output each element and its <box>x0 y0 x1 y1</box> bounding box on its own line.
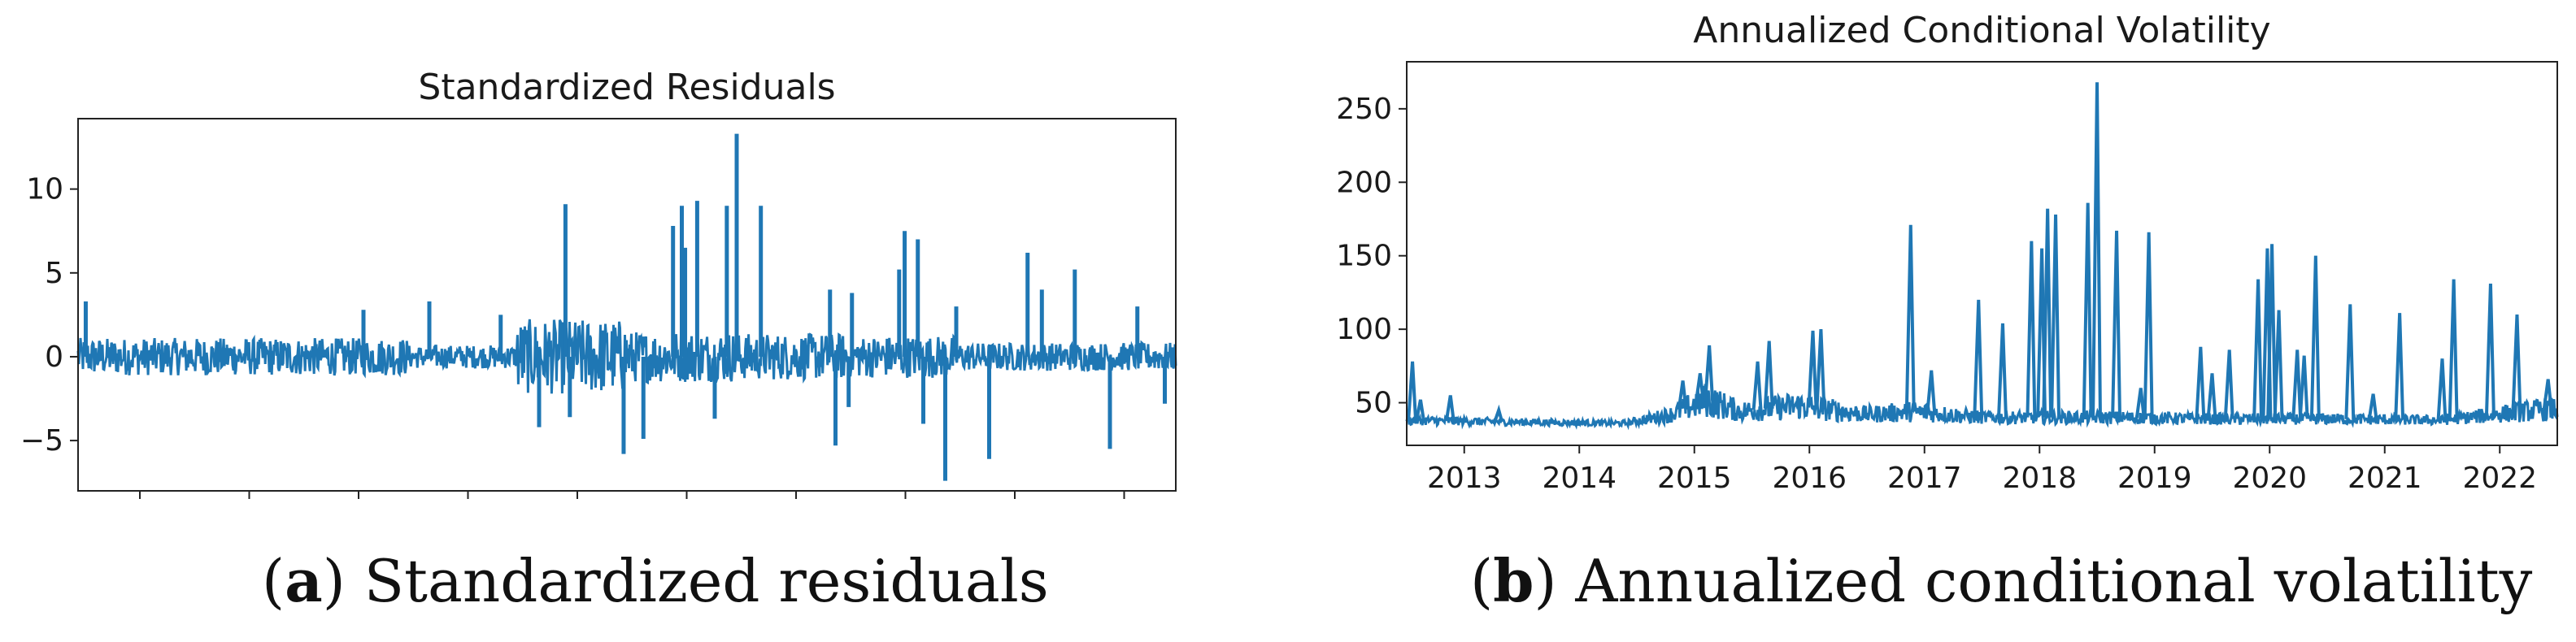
volatility-spike-36 <box>2394 313 2405 420</box>
chart-panel-b: Annualized Conditional Volatility 50 100 15… <box>1301 0 2576 642</box>
volatility-spike-33 <box>2309 255 2321 419</box>
x-tick-label: 2021 <box>2348 462 2422 495</box>
volatility-spike-0 <box>1407 361 1418 421</box>
volatility-spike-22 <box>2134 388 2146 419</box>
volatility-spike-23 <box>2143 232 2154 419</box>
caption-a: (a) Standardized residuals <box>262 546 1049 615</box>
caption-a-text: Standardized residuals <box>363 547 1049 615</box>
volatility-spike-9 <box>1807 330 1818 408</box>
y-tick-label: 10 <box>26 173 63 206</box>
volatility-spike-1 <box>1415 399 1425 421</box>
caption-a-letter: a <box>285 546 323 615</box>
chart-title: Standardized Residuals <box>418 67 835 108</box>
caption-b: (b) Annualized conditional volatility <box>1470 546 2533 615</box>
x-tick-label: 2022 <box>2462 462 2537 495</box>
volatility-spike-32 <box>2298 355 2309 419</box>
y-tick-label: −5 <box>20 424 63 458</box>
volatility-spike-31 <box>2291 349 2303 419</box>
volatility-spike-29 <box>2266 244 2278 419</box>
volatility-spike-19 <box>2082 202 2093 418</box>
x-tick-label: 2020 <box>2232 462 2307 495</box>
volatility-spike-11 <box>1904 224 1916 412</box>
x-tick-label: 2019 <box>2117 462 2192 495</box>
volatility-spike-12 <box>1925 370 1937 414</box>
volatility-spike-3 <box>1493 404 1504 423</box>
x-tick-label: 2017 <box>1887 462 1962 495</box>
chart-panel-a: Standardized Residuals −5 0 5 10 (a) Standar… <box>0 0 1220 642</box>
volatility-spike-27 <box>2252 279 2264 419</box>
volatility-spike-38 <box>2448 279 2459 419</box>
volatility-spike-10 <box>1815 329 1826 409</box>
x-tick-label: 2013 <box>1427 462 1502 495</box>
volatility-line <box>1405 384 2559 431</box>
volatility-spike-21 <box>2111 230 2122 418</box>
caption-b-letter: b <box>1493 546 1534 615</box>
volatility-spike-18 <box>2050 215 2061 418</box>
y-tick-label: 100 <box>1336 313 1392 346</box>
volatility-spike-24 <box>2195 346 2206 419</box>
x-tick-label: 2016 <box>1772 462 1847 495</box>
volatility-spike-2 <box>1444 395 1456 422</box>
plot-frame <box>1406 61 2558 446</box>
x-tick-label: 2015 <box>1657 462 1732 495</box>
volatility-spike-7 <box>1751 361 1763 410</box>
volatility-spike-17 <box>2042 208 2053 418</box>
volatility-spike-26 <box>2223 349 2234 419</box>
y-tick-label: 200 <box>1336 166 1392 199</box>
volatility-spike-40 <box>2511 314 2522 413</box>
volatility-spike-13 <box>1973 299 1984 418</box>
caption-b-text: Annualized conditional volatility <box>1575 547 2533 615</box>
volatility-spike-35 <box>2367 393 2378 420</box>
chart-title: Annualized Conditional Volatility <box>1693 10 2270 51</box>
y-tick-label: 250 <box>1336 93 1392 126</box>
y-tick-label: 150 <box>1336 240 1392 273</box>
residuals-chart: Standardized Residuals −5 0 5 10 <box>20 67 1177 499</box>
y-tick-label: 5 <box>45 257 63 290</box>
volatility-spike-30 <box>2273 310 2284 419</box>
volatility-spike-41 <box>2542 379 2553 410</box>
x-tick-label: 2014 <box>1542 462 1617 495</box>
volatility-spike-34 <box>2344 304 2356 419</box>
volatility-spike-25 <box>2206 373 2217 419</box>
volatility-spike-37 <box>2436 358 2448 421</box>
plot-frame <box>77 118 1177 492</box>
volatility-spike-20 <box>2091 82 2102 418</box>
volatility-spike-6 <box>1704 345 1715 401</box>
volatility-spike-8 <box>1763 341 1774 409</box>
x-tick-label: 2018 <box>2002 462 2077 495</box>
volatility-spike-5 <box>1694 373 1705 403</box>
volatility-spike-39 <box>2484 284 2496 415</box>
y-tick-label: 0 <box>45 341 63 374</box>
y-tick-label: 50 <box>1355 387 1392 420</box>
volatility-spike-15 <box>2026 241 2037 418</box>
volatility-chart: Annualized Conditional Volatility 50 100 15… <box>1336 10 2559 495</box>
residuals-noise-line <box>76 319 1177 394</box>
volatility-spike-14 <box>1997 323 2008 418</box>
volatility-spike-4 <box>1677 380 1688 410</box>
